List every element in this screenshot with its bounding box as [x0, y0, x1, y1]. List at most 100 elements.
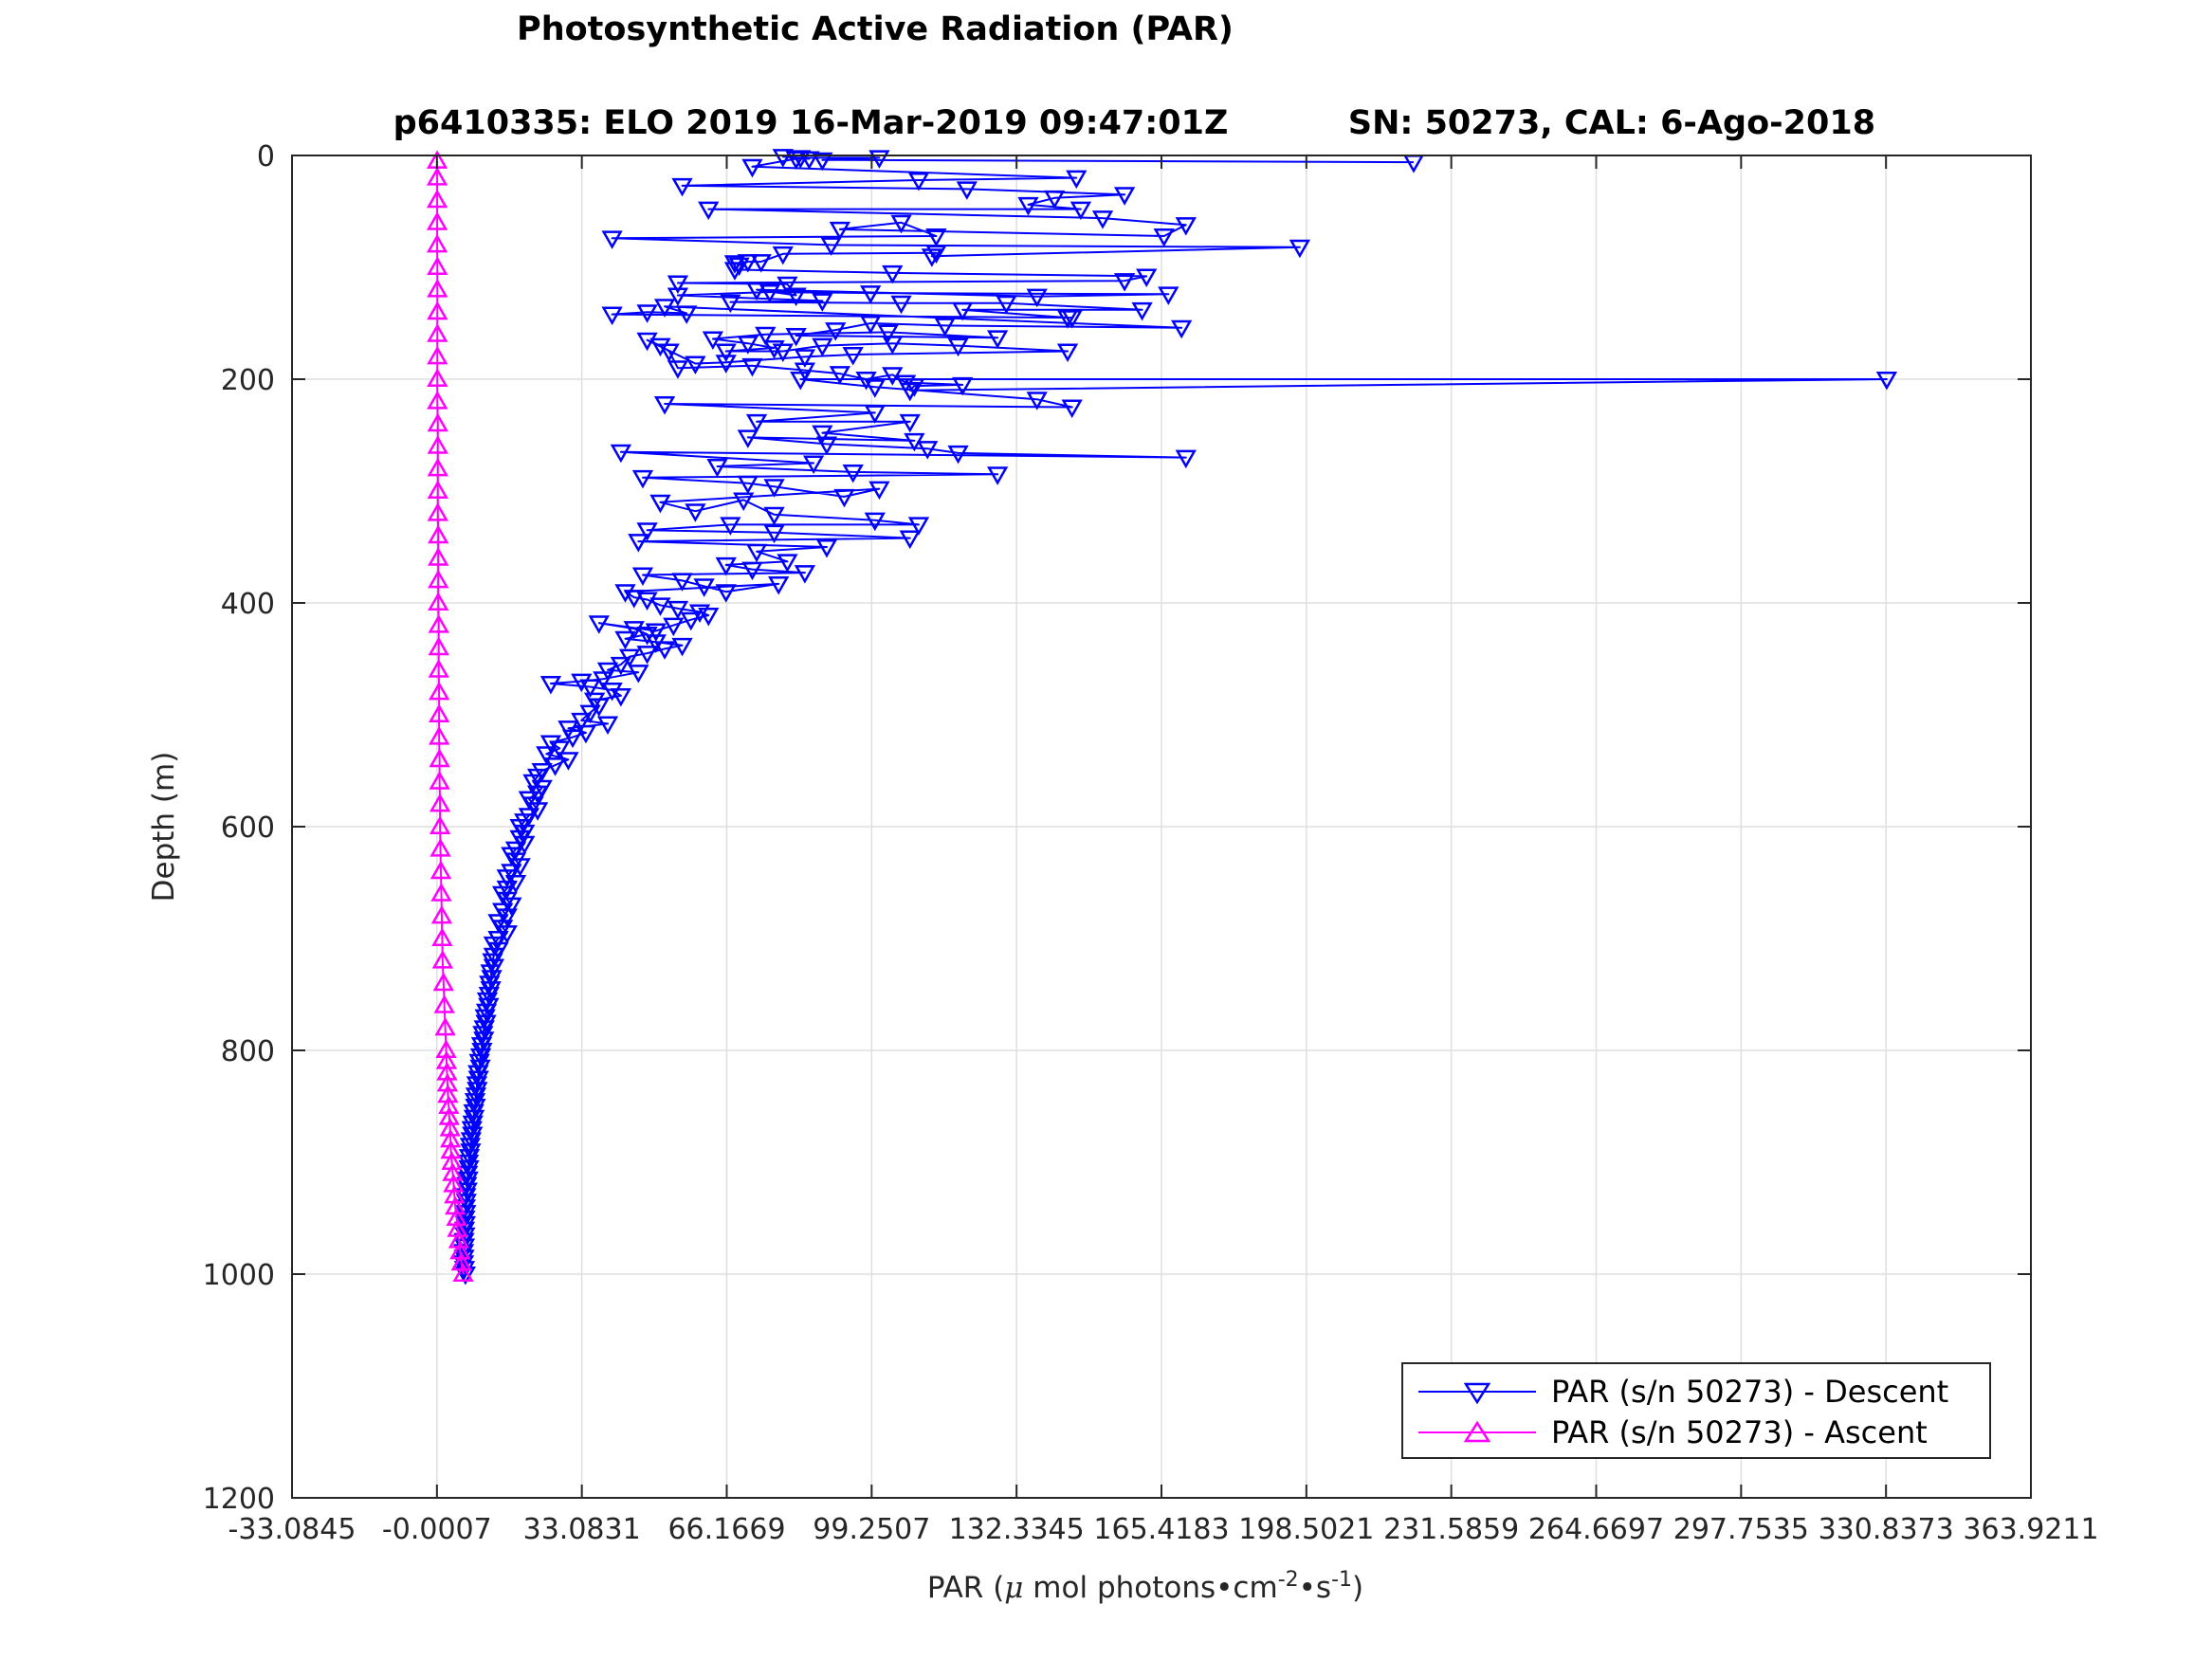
data-point — [1158, 286, 1179, 305]
data-point — [868, 150, 890, 169]
data-point — [685, 356, 706, 374]
data-point — [715, 355, 737, 374]
x-tick-label: 363.9211 — [1963, 1513, 2098, 1546]
data-point — [649, 494, 671, 514]
data-point — [728, 257, 750, 277]
legend-ascent-label: PAR (s/n 50273) - Ascent — [1551, 1414, 1928, 1450]
x-tick-label: -0.0007 — [382, 1513, 492, 1546]
data-point — [745, 282, 768, 301]
data-point — [427, 368, 448, 387]
data-point — [575, 724, 597, 744]
y-tick-label: 1200 — [203, 1483, 275, 1516]
data-point — [428, 703, 450, 722]
data-point — [427, 502, 448, 521]
data-point — [428, 547, 449, 566]
data-point — [430, 860, 452, 880]
data-point — [596, 716, 619, 735]
data-point — [785, 287, 807, 307]
data-point — [473, 1020, 495, 1039]
data-point — [675, 305, 698, 324]
data-point — [448, 1230, 470, 1249]
data-point — [623, 621, 645, 640]
legend-box — [1401, 1362, 1991, 1459]
data-point — [428, 659, 449, 678]
data-point — [452, 1263, 474, 1282]
legend-ascent-marker-icon — [1463, 1420, 1491, 1443]
data-point — [460, 1143, 482, 1162]
data-point — [750, 254, 772, 273]
data-point — [820, 237, 842, 256]
data-point — [636, 332, 658, 352]
data-point — [631, 567, 654, 587]
series-markers-ascent — [426, 150, 474, 1282]
data-point — [480, 964, 502, 983]
data-point — [860, 316, 882, 335]
data-point — [833, 488, 855, 508]
x-tick-label: 330.8373 — [1819, 1513, 1954, 1546]
data-point — [899, 382, 921, 402]
data-point — [536, 746, 558, 765]
data-point — [685, 503, 706, 522]
data-point — [636, 592, 658, 611]
data-point — [514, 835, 536, 855]
data-point — [466, 1076, 488, 1095]
data-point — [428, 636, 449, 656]
data-point — [522, 774, 544, 793]
data-point — [842, 464, 864, 483]
data-point — [645, 623, 667, 643]
data-point — [457, 1171, 479, 1191]
data-point — [802, 455, 825, 475]
x-tick-label: 264.6697 — [1528, 1513, 1664, 1546]
data-point — [475, 1003, 498, 1023]
data-point — [653, 641, 676, 660]
data-point — [427, 480, 448, 499]
data-point — [667, 275, 689, 295]
data-point — [798, 151, 820, 171]
data-point — [427, 457, 448, 477]
data-point — [479, 975, 501, 994]
data-point — [864, 512, 886, 532]
data-point — [439, 1118, 461, 1137]
data-point — [671, 573, 693, 592]
data-point — [467, 1070, 489, 1090]
data-point — [956, 181, 978, 200]
data-point — [698, 607, 720, 627]
data-point — [667, 360, 689, 379]
data-point — [772, 246, 794, 265]
data-point — [440, 1139, 462, 1159]
data-point — [667, 600, 689, 620]
x-tick-label: 33.0831 — [523, 1513, 641, 1546]
legend-descent-marker-icon — [1463, 1382, 1491, 1405]
data-point — [759, 283, 781, 303]
data-point — [442, 1162, 464, 1181]
x-tick-label: 99.2507 — [813, 1513, 930, 1546]
series-line-ascent — [436, 160, 465, 1275]
data-point — [934, 318, 956, 337]
data-point — [1091, 210, 1114, 229]
x-tick-label: 297.7535 — [1673, 1513, 1809, 1546]
data-point — [426, 233, 448, 253]
data-point — [431, 950, 453, 969]
data-point — [917, 441, 939, 460]
y-tick-label: 0 — [257, 140, 275, 173]
data-point — [434, 1016, 456, 1036]
data-point — [456, 1176, 478, 1196]
data-point — [829, 366, 850, 385]
data-point — [745, 543, 768, 563]
data-point — [777, 276, 798, 296]
data-point — [432, 972, 454, 992]
data-point — [558, 752, 579, 771]
data-point — [907, 172, 930, 191]
data-point — [438, 1106, 460, 1125]
data-point — [438, 1095, 460, 1114]
data-point — [986, 330, 1009, 349]
data-point — [741, 357, 763, 377]
data-point — [720, 294, 741, 314]
data-point — [454, 1211, 476, 1230]
data-point — [444, 1184, 466, 1204]
data-point — [882, 336, 904, 355]
y-tick-label: 600 — [221, 811, 275, 845]
data-point — [741, 561, 763, 581]
data-point — [462, 1126, 484, 1146]
data-point — [474, 1009, 496, 1029]
